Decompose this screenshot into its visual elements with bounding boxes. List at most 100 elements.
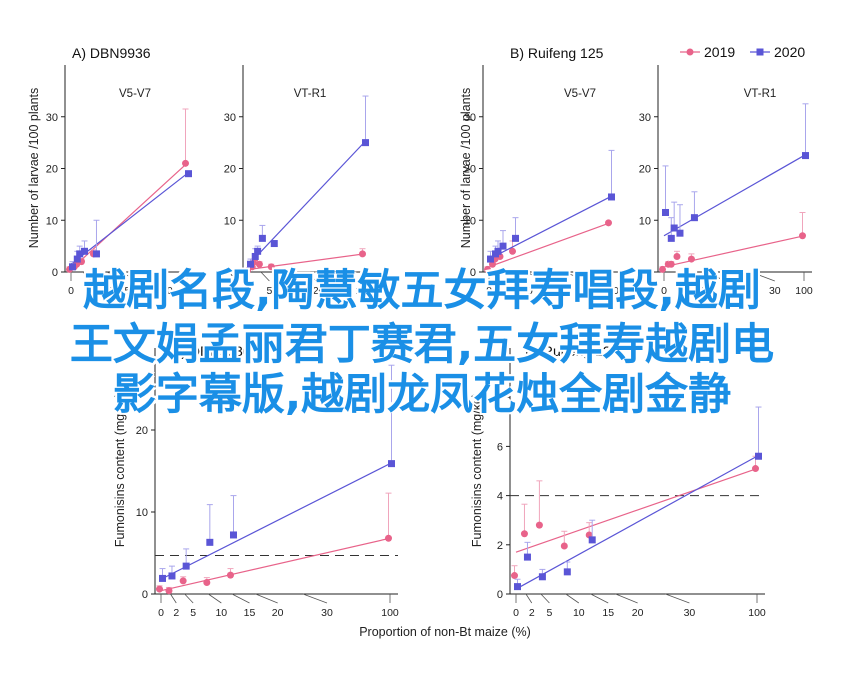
- x-tick: [296, 271, 319, 282]
- series-2019: [511, 455, 759, 580]
- point-2020: [76, 250, 84, 258]
- point-2020: [514, 583, 521, 591]
- x-tick-label: 2: [173, 607, 179, 619]
- point-2019: [687, 255, 695, 263]
- series-2020: [69, 170, 192, 271]
- x-tick-label: 30: [321, 607, 333, 619]
- y-tick-label: 10: [136, 507, 148, 519]
- point-2020: [185, 170, 192, 178]
- x-tick-label: 5: [89, 285, 95, 297]
- y-axis-label: Number of larvae /100 plants: [459, 88, 473, 249]
- point-2019: [385, 534, 392, 542]
- x-tick-label: 0: [246, 285, 252, 297]
- point-2020: [563, 568, 571, 576]
- x-tick: [231, 593, 250, 604]
- fit-line: [248, 142, 365, 265]
- point-2020: [69, 263, 76, 271]
- x-tick-label: 10: [700, 285, 712, 297]
- x-tick: [320, 271, 345, 282]
- y-tick-label: 10: [46, 215, 58, 227]
- x-tick-label: 0: [68, 285, 74, 297]
- point-2020: [270, 240, 278, 248]
- y-tick-label: 0: [52, 267, 58, 279]
- point-2020: [487, 255, 494, 263]
- x-tick-label: 5: [266, 285, 272, 297]
- legend-label-2019: 2019: [704, 44, 735, 60]
- x-tick-label: 5: [684, 285, 690, 297]
- x-tick: [721, 271, 745, 282]
- x-tick-label: 15: [296, 285, 308, 297]
- legend-marker-2020: [756, 48, 764, 56]
- x-tick-label: 100: [748, 607, 766, 619]
- x-tick-label: 15: [602, 607, 614, 619]
- x-tick-label: 100: [795, 285, 813, 297]
- watermark-line-1: 越剧名段,陶慧敏五女拜寿唱段,越剧: [83, 266, 761, 316]
- x-tick: [142, 271, 168, 282]
- x-tick-label: 100: [178, 285, 196, 297]
- point-2020: [667, 234, 675, 242]
- point-2020: [494, 247, 502, 255]
- x-tick-label: 5: [190, 607, 196, 619]
- point-2019: [560, 542, 568, 550]
- point-2020: [538, 573, 546, 581]
- y-tick-label: 10: [464, 215, 476, 227]
- fit-line: [160, 463, 391, 580]
- x-tick: [525, 593, 533, 604]
- point-2020: [512, 234, 520, 242]
- point-2020: [755, 452, 762, 460]
- fit-line: [663, 235, 805, 268]
- fit-line: [663, 155, 805, 237]
- point-2020: [499, 242, 507, 250]
- point-2020: [159, 574, 166, 582]
- point-2020: [168, 572, 176, 580]
- y-tick-label: 30: [46, 112, 58, 124]
- point-2019: [659, 265, 666, 273]
- panel-title: B) Ruifeng 125: [510, 45, 604, 61]
- y-tick-label: 0: [230, 267, 236, 279]
- x-tick: [615, 593, 638, 604]
- x-tick-label: 0: [513, 607, 519, 619]
- point-2019: [535, 521, 543, 529]
- x-tick: [106, 271, 125, 282]
- fit-line: [515, 467, 758, 553]
- point-2019: [156, 585, 163, 593]
- fit-line: [488, 222, 611, 268]
- x-tick-label: 20: [738, 285, 750, 297]
- y-tick-label: 30: [639, 112, 651, 124]
- x-tick-label: 30: [684, 607, 696, 619]
- panel-title: A) DBN9936: [72, 45, 151, 61]
- y-tick-label: 8: [497, 392, 503, 404]
- x-tick: [118, 271, 142, 282]
- x-tick: [302, 593, 328, 604]
- panel-subtitle: VT-R1: [744, 88, 777, 100]
- series-2020: [662, 103, 809, 242]
- x-tick: [272, 271, 286, 282]
- x-tick-label: 20: [135, 285, 147, 297]
- series-2020: [514, 406, 762, 591]
- x-tick-label: 0: [158, 607, 164, 619]
- y-axis-label: Fumonisins content (mg/kg): [470, 393, 484, 547]
- x-tick: [260, 271, 270, 282]
- point-2019: [255, 260, 263, 268]
- x-tick: [255, 593, 278, 604]
- fit-line: [160, 537, 391, 592]
- x-tick-label: 20: [632, 607, 644, 619]
- point-2020: [80, 247, 88, 255]
- point-2020: [92, 250, 100, 258]
- watermark-line-2: 王文娟孟丽君丁赛君,五女拜寿越剧电: [69, 320, 775, 370]
- panel-subtitle: V5-V7: [564, 88, 596, 100]
- x-tick: [707, 271, 726, 282]
- point-2020: [802, 152, 809, 160]
- x-tick: [540, 593, 550, 604]
- point-2019: [182, 159, 189, 167]
- panel-subtitle: VT-R1: [294, 88, 327, 100]
- point-2019: [673, 252, 681, 260]
- y-tick-label: 20: [639, 164, 651, 176]
- fit-line: [488, 196, 611, 260]
- x-tick-label: 30: [338, 285, 350, 297]
- chart-panel-1: 0 10 20 30 0 5 10 15 20 30 100 A) DBN9936 V5-V7 Numbe…: [27, 45, 196, 297]
- panel-title: B) Ruifeng 125: [525, 343, 619, 359]
- x-axis-label: Proportion of non-Bt maize (%): [359, 625, 531, 639]
- x-tick-label: 100: [381, 607, 399, 619]
- point-2019: [667, 260, 675, 268]
